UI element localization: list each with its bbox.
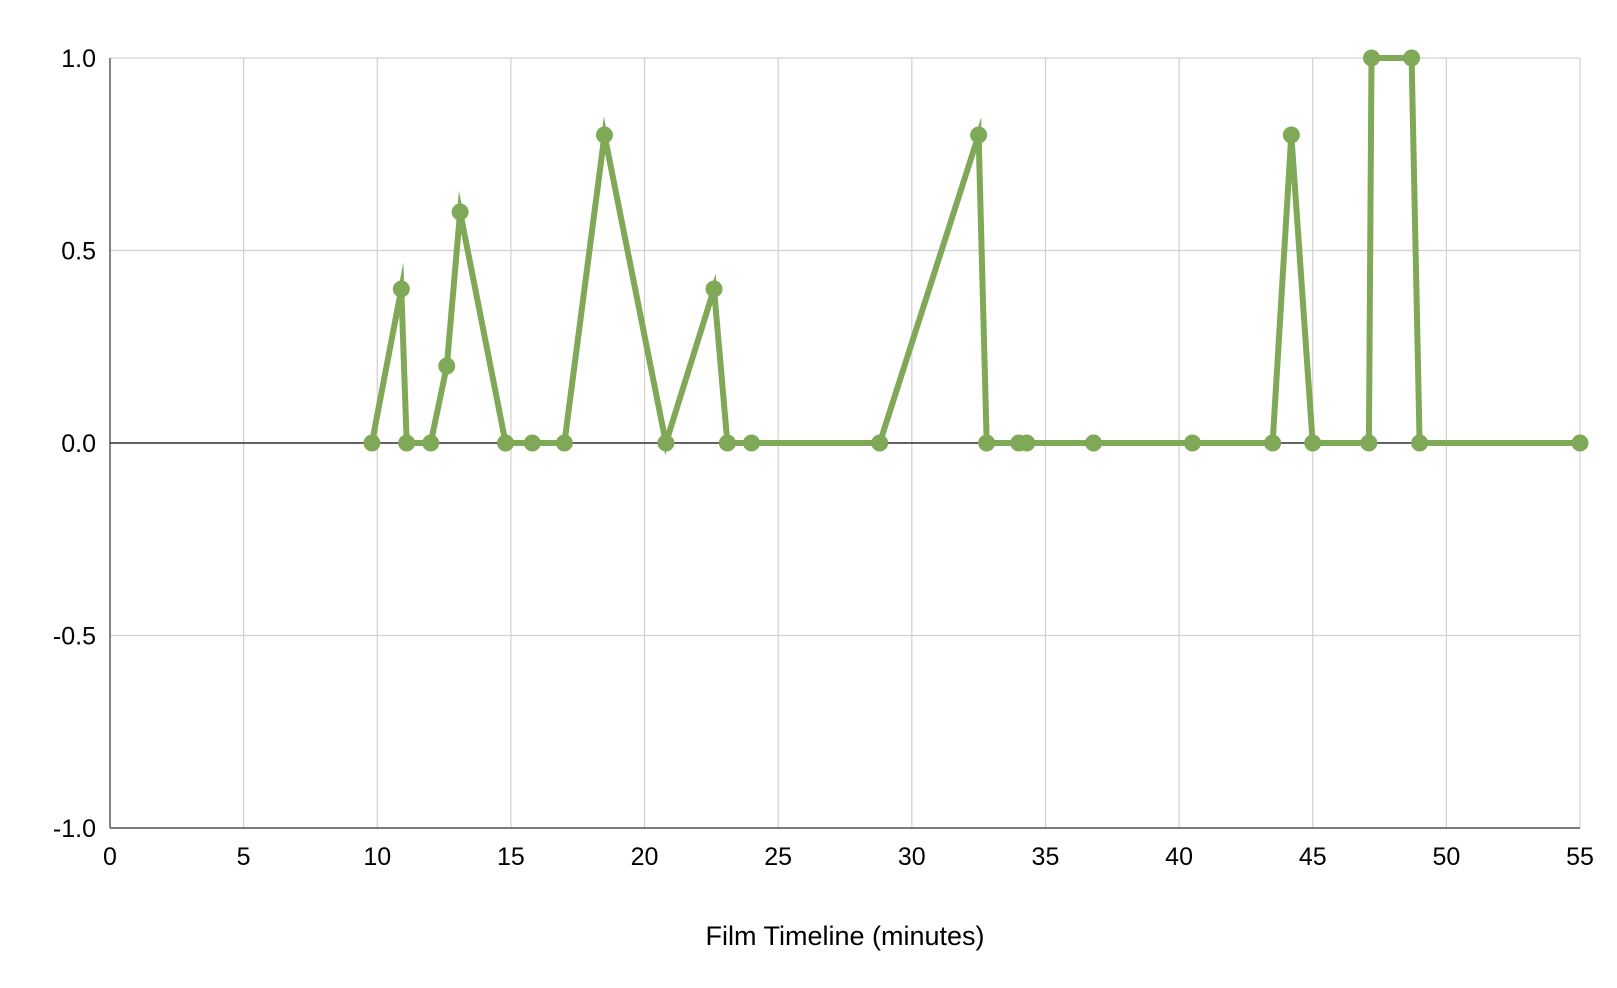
- x-tick-label: 25: [764, 843, 792, 871]
- x-tick-label: 20: [631, 843, 659, 871]
- data-point: [398, 434, 416, 452]
- x-tick-label: 40: [1165, 843, 1193, 871]
- data-point: [978, 434, 996, 452]
- data-point: [718, 434, 736, 452]
- x-tick-label: 35: [1032, 843, 1060, 871]
- y-tick-label: 1.0: [61, 45, 96, 73]
- data-point: [497, 434, 515, 452]
- data-point: [657, 434, 675, 452]
- data-point: [1360, 434, 1378, 452]
- data-point: [1363, 49, 1381, 67]
- tick-labels: 0 5 10 15 20 25 30 35 40 45 50 55 1.0 0.5 0.0 -0.5 -1.0: [53, 45, 1594, 871]
- data-point: [422, 434, 440, 452]
- data-point: [438, 357, 456, 375]
- x-tick-label: 10: [363, 843, 391, 871]
- data-point: [523, 434, 541, 452]
- x-tick-label: 55: [1566, 843, 1594, 871]
- y-tick-label: 0.0: [61, 430, 96, 458]
- x-tick-label: 45: [1299, 843, 1327, 871]
- data-point: [1282, 126, 1300, 144]
- x-axis-title: Film Timeline (minutes): [705, 921, 984, 951]
- data-point: [451, 203, 469, 221]
- y-tick-label: -1.0: [53, 815, 96, 843]
- x-tick-label: 50: [1432, 843, 1460, 871]
- data-point: [871, 434, 889, 452]
- data-point: [595, 126, 613, 144]
- data-point: [1085, 434, 1103, 452]
- x-tick-label: 15: [497, 843, 525, 871]
- data-point: [363, 434, 381, 452]
- data-point: [970, 126, 988, 144]
- y-tick-label: -0.5: [53, 623, 96, 651]
- data-point: [742, 434, 760, 452]
- data-point: [1018, 434, 1036, 452]
- y-tick-label: 0.5: [61, 238, 96, 266]
- x-tick-label: 5: [237, 843, 251, 871]
- data-point: [1411, 434, 1429, 452]
- x-tick-label: 0: [103, 843, 117, 871]
- series-layer: [363, 49, 1589, 456]
- data-point: [1304, 434, 1322, 452]
- data-point: [1183, 434, 1201, 452]
- data-point: [1571, 434, 1589, 452]
- data-point: [555, 434, 573, 452]
- x-tick-label: 30: [898, 843, 926, 871]
- data-point: [1264, 434, 1282, 452]
- data-point: [392, 280, 410, 298]
- data-point: [705, 280, 723, 298]
- data-point: [1403, 49, 1421, 67]
